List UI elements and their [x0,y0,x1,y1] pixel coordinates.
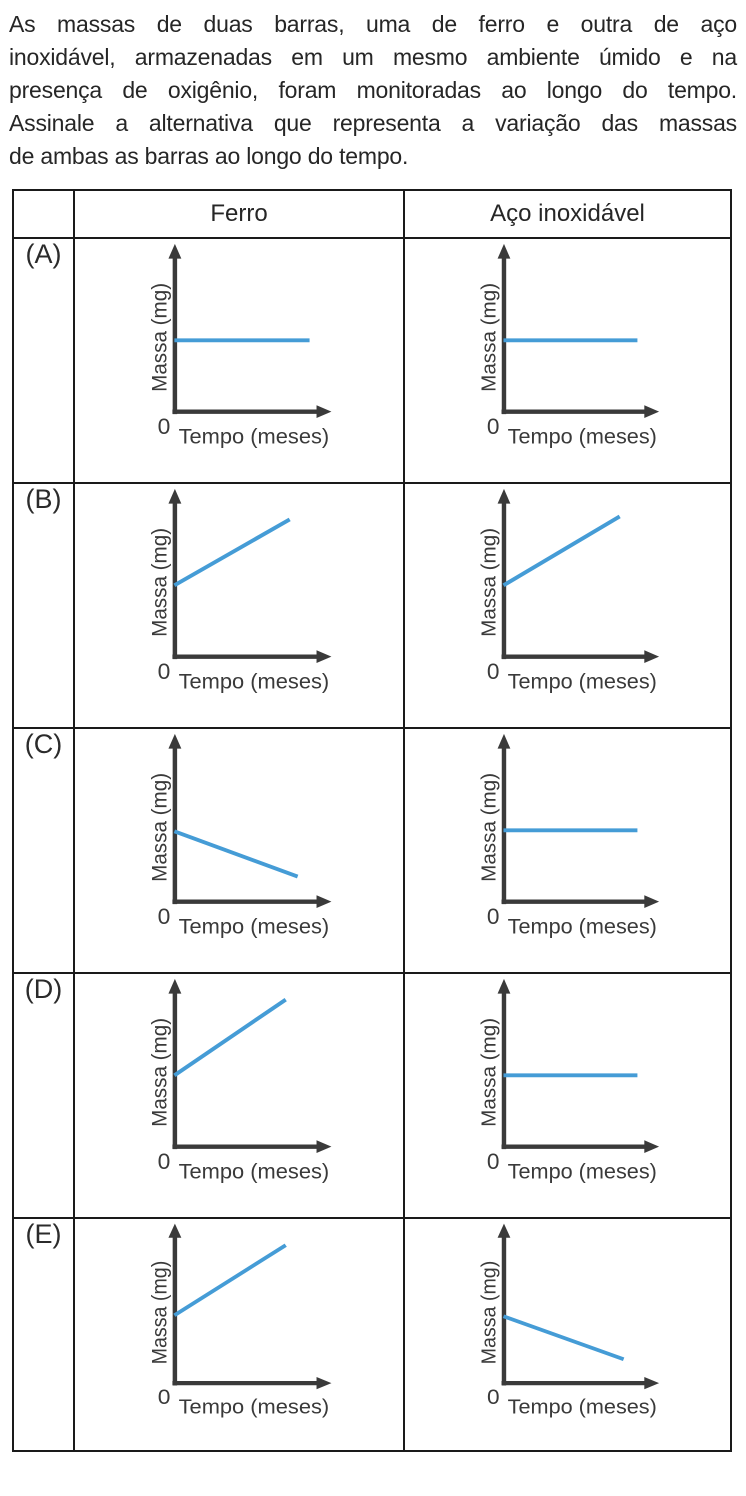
x-axis-arrow-icon [316,1377,332,1390]
option-row-C: (C) Massa (mg) 0 Tempo (meses) Massa (mg) 0 Te… [12,727,732,974]
origin-label: 0 [158,658,171,684]
x-axis-arrow-icon [316,1140,332,1154]
graph-cell-ferro: Massa (mg) 0 Tempo (meses) [73,972,405,1219]
y-axis-arrow-icon [497,978,511,994]
x-axis-arrow-icon [316,405,332,419]
x-axis-label: Tempo (meses) [179,669,330,694]
y-axis-arrow-icon [168,733,182,749]
y-axis-label: Massa (mg) [148,773,171,882]
y-axis-label: Massa (mg) [148,528,171,637]
option-row-A: (A) Massa (mg) 0 Tempo (meses) Massa (mg) 0 Te… [12,237,732,484]
graph-cell-ferro: Massa (mg) 0 Tempo (meses) [73,1217,405,1452]
graph-ferro-B: Massa (mg) 0 Tempo (meses) [148,488,332,694]
y-axis-arrow-icon [168,488,182,504]
mass-trend-line-decreasing [502,1314,625,1362]
option-row-D: (D) Massa (mg) 0 Tempo (meses) Massa (mg) 0 Te… [12,972,732,1219]
x-axis-label: Tempo (meses) [508,424,657,449]
x-axis-arrow-icon [316,895,332,909]
x-axis-label: Tempo (meses) [179,1396,330,1418]
graph-cell-aco: Massa (mg) 0 Tempo (meses) [403,237,732,484]
graph-aco-B: Massa (mg) 0 Tempo (meses) [478,488,660,694]
origin-label: 0 [158,1385,171,1409]
y-axis-label: Massa (mg) [478,773,501,882]
graph-cell-aco: Massa (mg) 0 Tempo (meses) [403,1217,732,1452]
x-axis-label: Tempo (meses) [508,914,657,939]
graph-cell-ferro: Massa (mg) 0 Tempo (meses) [73,237,405,484]
options-table: Ferro Aço inoxidável (A) Massa (mg) 0 Tempo… [12,189,732,1452]
x-axis-arrow-icon [644,895,660,909]
origin-label: 0 [487,1149,500,1174]
option-row-E: (E) Massa (mg) 0 Tempo (meses) Massa (mg) 0 Te… [12,1217,732,1452]
y-axis-arrow-icon [497,243,511,259]
y-axis-arrow-icon [497,488,511,504]
origin-label: 0 [487,659,500,684]
graph-ferro-A: Massa (mg) 0 Tempo (meses) [148,243,332,449]
question-line: presença de oxigênio, foram monitoradas … [9,77,737,103]
x-axis-arrow-icon [644,405,660,419]
origin-label: 0 [158,903,171,929]
graph-aco-A: Massa (mg) 0 Tempo (meses) [478,243,660,449]
x-axis-arrow-icon [644,1377,660,1390]
graph-ferro-D: Massa (mg) 0 Tempo (meses) [148,978,332,1184]
origin-label: 0 [487,414,500,439]
question-line: Assinale a alternativa que representa a … [9,110,737,136]
x-axis-label: Tempo (meses) [179,424,330,449]
y-axis-label: Massa (mg) [478,1261,501,1365]
y-axis-label: Massa (mg) [478,1018,501,1127]
option-letter: (D) [12,972,75,1219]
question-line: As massas de duas barras, uma de ferro e… [9,11,737,37]
header-aco-inoxidavel: Aço inoxidável [403,189,732,239]
x-axis-label: Tempo (meses) [508,669,657,694]
header-ferro: Ferro [73,189,405,239]
x-axis-label: Tempo (meses) [508,1159,657,1184]
y-axis-arrow-icon [168,243,182,259]
mass-trend-line-increasing [173,1243,287,1317]
origin-label: 0 [487,1385,500,1409]
y-axis-label: Massa (mg) [478,528,501,637]
question-text: As massas de duas barras, uma de ferro e… [0,0,746,185]
option-letter: (A) [12,237,75,484]
y-axis-arrow-icon [497,1223,511,1238]
graph-cell-aco: Massa (mg) 0 Tempo (meses) [403,482,732,729]
graph-cell-aco: Massa (mg) 0 Tempo (meses) [403,972,732,1219]
y-axis-arrow-icon [168,1223,182,1238]
origin-label: 0 [158,413,171,439]
graph-aco-D: Massa (mg) 0 Tempo (meses) [478,978,660,1184]
graph-cell-ferro: Massa (mg) 0 Tempo (meses) [73,482,405,729]
x-axis-label: Tempo (meses) [179,1159,330,1184]
graph-cell-aco: Massa (mg) 0 Tempo (meses) [403,727,732,974]
question-line: inoxidável, armazenadas em um mesmo ambi… [9,44,737,70]
y-axis-label: Massa (mg) [148,283,171,392]
y-axis-label: Massa (mg) [478,283,501,392]
mass-trend-line-increasing [173,517,291,588]
header-row: Ferro Aço inoxidável [12,189,732,239]
mass-trend-line-increasing [502,514,621,588]
x-axis-label: Tempo (meses) [179,914,330,939]
option-letter: (E) [12,1217,75,1452]
question-line: de ambas as barras ao longo do tempo. [9,143,409,169]
mass-trend-line-increasing [173,997,287,1077]
mass-trend-line-decreasing [173,829,299,879]
option-letter: (B) [12,482,75,729]
graph-ferro-C: Massa (mg) 0 Tempo (meses) [148,733,332,939]
y-axis-arrow-icon [497,733,511,749]
graph-aco-C: Massa (mg) 0 Tempo (meses) [478,733,660,939]
x-axis-arrow-icon [316,650,332,664]
graph-cell-ferro: Massa (mg) 0 Tempo (meses) [73,727,405,974]
origin-label: 0 [487,904,500,929]
y-axis-label: Massa (mg) [148,1018,171,1127]
x-axis-arrow-icon [644,650,660,664]
origin-label: 0 [158,1148,171,1174]
x-axis-arrow-icon [644,1140,660,1154]
x-axis-label: Tempo (meses) [508,1396,657,1418]
header-empty-cell [12,189,75,239]
graph-ferro-E: Massa (mg) 0 Tempo (meses) [149,1223,332,1418]
y-axis-label: Massa (mg) [149,1261,172,1365]
option-row-B: (B) Massa (mg) 0 Tempo (meses) Massa (mg) 0 Te… [12,482,732,729]
option-letter: (C) [12,727,75,974]
y-axis-arrow-icon [168,978,182,994]
graph-aco-E: Massa (mg) 0 Tempo (meses) [478,1223,660,1418]
